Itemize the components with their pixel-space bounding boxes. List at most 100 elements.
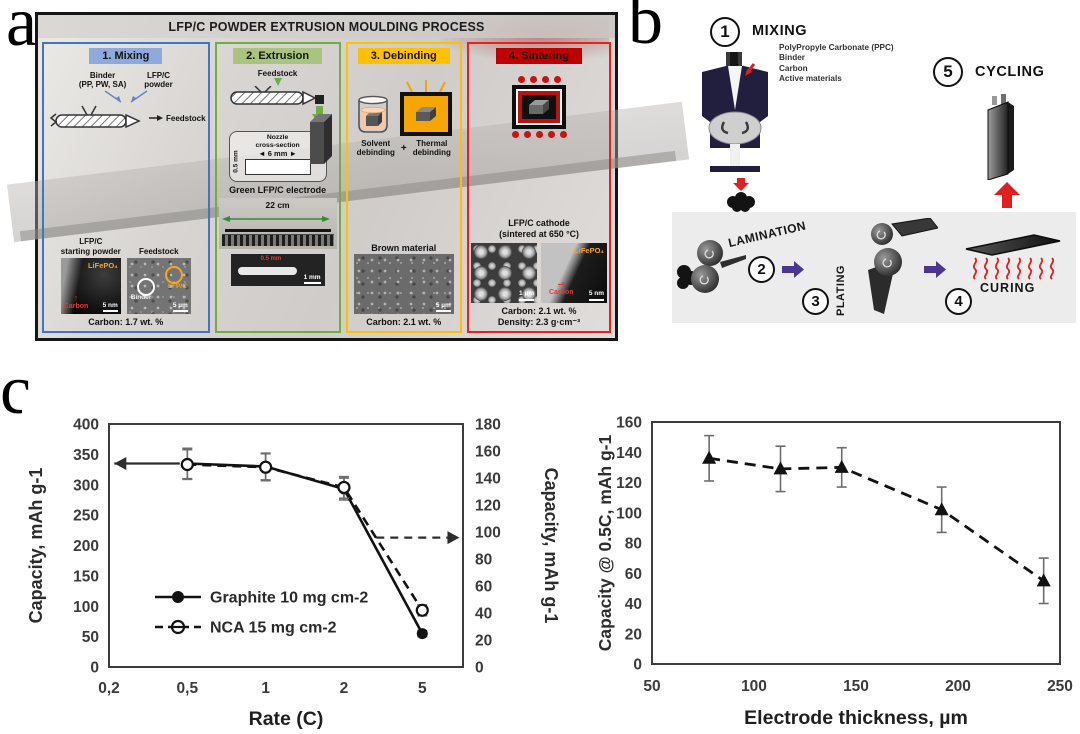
x-tick-label: 1 — [261, 680, 270, 697]
plus-sign: + — [400, 142, 407, 154]
cathode-caption: LFP/C cathode (sintered at 650 °C) — [499, 218, 579, 240]
caption-line1: LFP/C cathode — [508, 217, 570, 228]
material-item: Binder — [779, 53, 805, 63]
tem-image-cathode: LiFePO₄ ↗ Carbon 5 nm — [541, 242, 607, 303]
cured-sheet-icon — [965, 234, 1061, 256]
length-arrow-icon — [221, 216, 330, 223]
step-extrusion-box: 2. Extrusion Feedstock Nozzle cross-sect… — [214, 42, 341, 333]
x-tick-label: 2 — [340, 680, 349, 697]
x-tick-label: 50 — [643, 678, 660, 695]
binder-circle-label: Binder — [130, 293, 152, 301]
feedstock-input-label: Feedstock — [257, 69, 298, 78]
nozzle-opening — [244, 159, 311, 176]
lamination-rollers-icon — [677, 240, 746, 293]
data-point — [834, 459, 849, 473]
y-tick-label: 140 — [616, 445, 642, 462]
sem-image-feedstock: Binder LFP/C 5 µm — [126, 257, 191, 314]
powder-label-line2: powder — [144, 80, 173, 90]
scale-bar: 5 µm — [173, 302, 188, 312]
lifepo4-tag: LiFePO₄ — [87, 260, 118, 270]
heat-squiggles-icon — [972, 257, 1055, 280]
step-mixing-header: 1. Mixing — [89, 48, 163, 64]
electrode-strip — [224, 229, 331, 233]
carbon-tag: ↗ Carbon — [549, 278, 574, 297]
data-point — [259, 460, 273, 474]
heat-rays-icon — [405, 80, 446, 92]
x-axis-label: Electrode thickness, µm — [744, 707, 968, 729]
starting-powder-caption: LFP/C starting powder — [61, 237, 121, 255]
screw-extruder-icon — [49, 106, 141, 129]
x-tick-label: 100 — [741, 678, 767, 695]
tem-image-starting-powder: LiFePO₄ ↑ Carbon 5 nm — [60, 257, 121, 314]
heater-dots-top — [517, 76, 561, 83]
plating-label: PLATING — [835, 265, 847, 316]
step-sintering-header: 4. Sintering — [496, 48, 582, 64]
solvent-beaker-icon — [357, 95, 388, 133]
step-5-circle: 5 — [933, 57, 963, 87]
y-left-axis-label: Capacity, mAh g-1 — [26, 468, 46, 624]
label-line1: Thermal — [416, 139, 448, 148]
y-left-tick-label: 200 — [73, 538, 99, 555]
mixing-micrographs: LFP/C starting powder LiFePO₄ ↑ Carbon 5 … — [60, 237, 191, 314]
y-right-axis-label: Capacity, mAh g-1 — [541, 468, 561, 624]
to-cycling-arrow-icon — [994, 182, 1020, 208]
data-point — [337, 480, 351, 495]
legend-label: Graphite 10 mg cm-2 — [210, 590, 368, 607]
x-tick-label: 200 — [945, 678, 971, 695]
y-right-tick-label: 180 — [475, 417, 501, 434]
feedstock-column: Feedstock Binder LFP/C 5 µm — [126, 247, 191, 314]
carbon-tag-text: Carbon — [549, 288, 574, 296]
panel-b-process-diagram: 1 MIXING PolyPropyle Carbonate (PPC) Bin… — [630, 0, 1080, 338]
step-1-circle: 1 — [710, 17, 740, 47]
electrode-ruler-photo: 22 cm — [218, 198, 337, 250]
sem-image-brown-material: 5 µm — [353, 253, 454, 314]
y-tick-label: 160 — [616, 415, 642, 432]
sintering-oven-icon — [512, 85, 566, 129]
brown-part-icon — [415, 107, 436, 121]
mixer-machine-icon — [702, 52, 768, 172]
step-4-circle: 4 — [945, 288, 972, 315]
arrow-2-3-icon — [782, 261, 804, 278]
y-left-tick-label: 300 — [73, 477, 99, 494]
ingredient-arrows-icon — [104, 90, 148, 103]
extruder-row: Feedstock — [46, 103, 206, 133]
mixed-compound-blob-icon — [727, 178, 755, 212]
y-tick-label: 0 — [633, 657, 642, 674]
process-steps-row: 1. Mixing Binder (PP, PW, SA) LFP/C powd… — [42, 42, 611, 333]
plot-frame — [651, 421, 1061, 665]
y-right-tick-label: 140 — [475, 471, 501, 488]
x-tick-label: 250 — [1047, 678, 1073, 695]
y-right-tick-label: 160 — [475, 444, 501, 461]
binder-label: Binder (PP, PW, SA) — [79, 71, 126, 89]
mixing-heading: MIXING — [752, 23, 808, 39]
y-right-tick-label: 0 — [475, 660, 484, 677]
axis-arrow-head — [447, 531, 460, 545]
legend-marker — [172, 591, 184, 603]
powder-label-line1: LFP/C — [146, 71, 171, 80]
x-tick-label: 0,5 — [177, 680, 199, 697]
y-tick-label: 100 — [616, 505, 642, 522]
cycling-heading: CYCLING — [975, 64, 1045, 80]
nozzle-caption-line1: Nozzle — [266, 134, 289, 142]
step-debinding-header: 3. Debinding — [357, 48, 450, 64]
debinding-icons-row — [356, 80, 452, 136]
data-point — [702, 450, 717, 464]
scale-bar: 5 µm — [436, 302, 451, 312]
length-label: 22 cm — [265, 200, 290, 211]
solvent-debinding-label: Solvent debinding — [357, 139, 395, 157]
heater-dots-bottom — [511, 131, 567, 138]
y-right-tick-label: 80 — [475, 552, 492, 569]
data-point — [773, 461, 788, 475]
material-item: Carbon — [779, 63, 808, 73]
caption-line2: starting powder — [60, 246, 121, 256]
scale-bar: 5 nm — [589, 290, 604, 300]
thickness-capacity-chart: 0 20 40 60 80 100 120 140 160 50 100 150 200 250 Capac… — [595, 390, 1080, 734]
data-point — [934, 502, 949, 516]
lfpc-circle-icon — [164, 265, 183, 284]
binder-circle-icon — [136, 277, 155, 296]
step-sintering-box: 4. Sintering — [467, 42, 611, 333]
battery-cell-icon — [987, 94, 1014, 180]
brown-material-caption: Brown material — [371, 242, 437, 253]
material-item: PolyPropyle Carbonate (PPC) — [779, 43, 894, 52]
y-left-tick-label: 250 — [73, 508, 99, 525]
